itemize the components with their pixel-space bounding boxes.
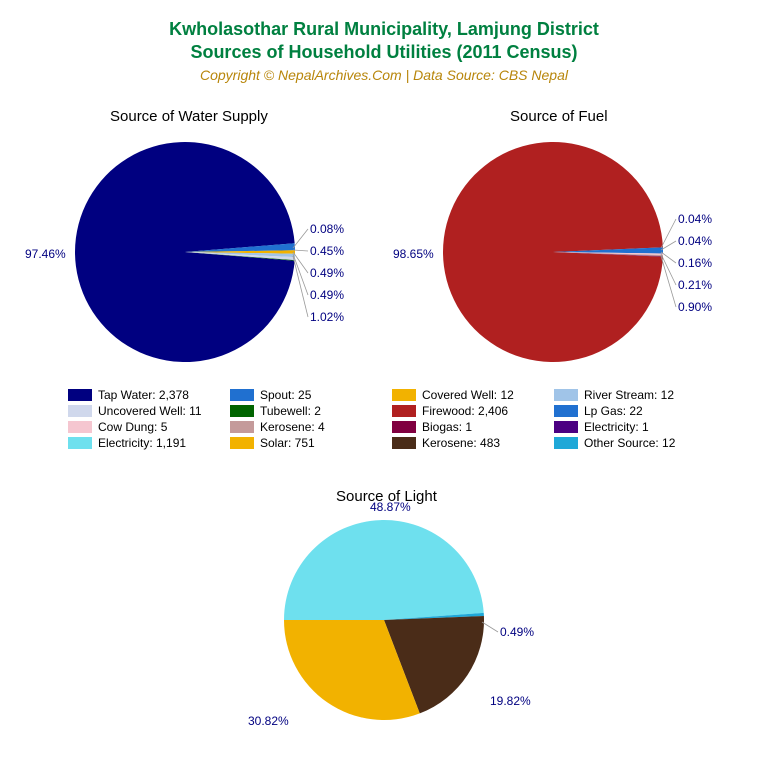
legend-label: Other Source: 12 (584, 436, 675, 450)
legend-label: Covered Well: 12 (422, 388, 514, 402)
pct-label: 0.49% (310, 266, 344, 280)
legend-label: Cow Dung: 5 (98, 420, 167, 434)
legend-swatch (554, 437, 578, 449)
legend-swatch (68, 389, 92, 401)
pct-label: 0.49% (500, 625, 534, 639)
legend-item: Kerosene: 483 (392, 436, 546, 450)
legend-item: Lp Gas: 22 (554, 404, 708, 418)
legend-swatch (392, 421, 416, 433)
legend-item: Electricity: 1,191 (68, 436, 222, 450)
legend-item: Solar: 751 (230, 436, 384, 450)
legend-label: Electricity: 1,191 (98, 436, 186, 450)
legend-item: River Stream: 12 (554, 388, 708, 402)
legend-label: Spout: 25 (260, 388, 311, 402)
legend-label: Electricity: 1 (584, 420, 649, 434)
legend-label: Tubewell: 2 (260, 404, 321, 418)
legend-label: Uncovered Well: 11 (98, 404, 202, 418)
pct-label: 0.49% (310, 288, 344, 302)
legend-swatch (68, 405, 92, 417)
pct-label: 0.45% (310, 244, 344, 258)
title-line-2: Sources of Household Utilities (2011 Cen… (0, 41, 768, 64)
legend-swatch (554, 421, 578, 433)
legend-label: Kerosene: 4 (260, 420, 325, 434)
light-pie-chart (280, 516, 488, 724)
legend-item: Tubewell: 2 (230, 404, 384, 418)
legend-swatch (68, 437, 92, 449)
chart-title-block: Kwholasothar Rural Municipality, Lamjung… (0, 0, 768, 83)
legend-label: Firewood: 2,406 (422, 404, 508, 418)
legend-label: Kerosene: 483 (422, 436, 500, 450)
pct-label: 0.04% (678, 212, 712, 226)
pct-label: 98.65% (393, 247, 434, 261)
legend-item: Uncovered Well: 11 (68, 404, 222, 418)
legend-item: Kerosene: 4 (230, 420, 384, 434)
legend-item: Spout: 25 (230, 388, 384, 402)
legend-item: Firewood: 2,406 (392, 404, 546, 418)
fuel-pie-chart (439, 138, 667, 366)
pct-label: 0.04% (678, 234, 712, 248)
legend-item: Other Source: 12 (554, 436, 708, 450)
pct-label: 0.08% (310, 222, 344, 236)
pct-label: 30.82% (248, 714, 289, 728)
pct-label: 0.21% (678, 278, 712, 292)
legend-label: Solar: 751 (260, 436, 315, 450)
subtitle: Copyright © NepalArchives.Com | Data Sou… (0, 67, 768, 83)
pct-label: 48.87% (370, 500, 411, 514)
legend-swatch (230, 389, 254, 401)
legend-swatch (392, 405, 416, 417)
legend-label: Lp Gas: 22 (584, 404, 643, 418)
legend-label: Biogas: 1 (422, 420, 472, 434)
legend-swatch (230, 405, 254, 417)
pct-label: 1.02% (310, 310, 344, 324)
legend-swatch (392, 389, 416, 401)
fuel-chart-title: Source of Fuel (510, 108, 608, 125)
legend-label: River Stream: 12 (584, 388, 674, 402)
legend-item: Biogas: 1 (392, 420, 546, 434)
legend-item: Cow Dung: 5 (68, 420, 222, 434)
pct-label: 0.16% (678, 256, 712, 270)
legend-swatch (554, 405, 578, 417)
legend-item: Electricity: 1 (554, 420, 708, 434)
title-line-1: Kwholasothar Rural Municipality, Lamjung… (0, 18, 768, 41)
legend-swatch (554, 389, 578, 401)
water-chart-title: Source of Water Supply (110, 108, 268, 125)
water-pie-chart (71, 138, 299, 366)
legend-swatch (392, 437, 416, 449)
pct-label: 97.46% (25, 247, 66, 261)
pct-label: 19.82% (490, 694, 531, 708)
legend: Tap Water: 2,378 Spout: 25 Covered Well: 1… (68, 388, 708, 450)
legend-swatch (230, 437, 254, 449)
legend-item: Tap Water: 2,378 (68, 388, 222, 402)
pct-label: 0.90% (678, 300, 712, 314)
legend-swatch (230, 421, 254, 433)
legend-item: Covered Well: 12 (392, 388, 546, 402)
legend-swatch (68, 421, 92, 433)
legend-label: Tap Water: 2,378 (98, 388, 189, 402)
